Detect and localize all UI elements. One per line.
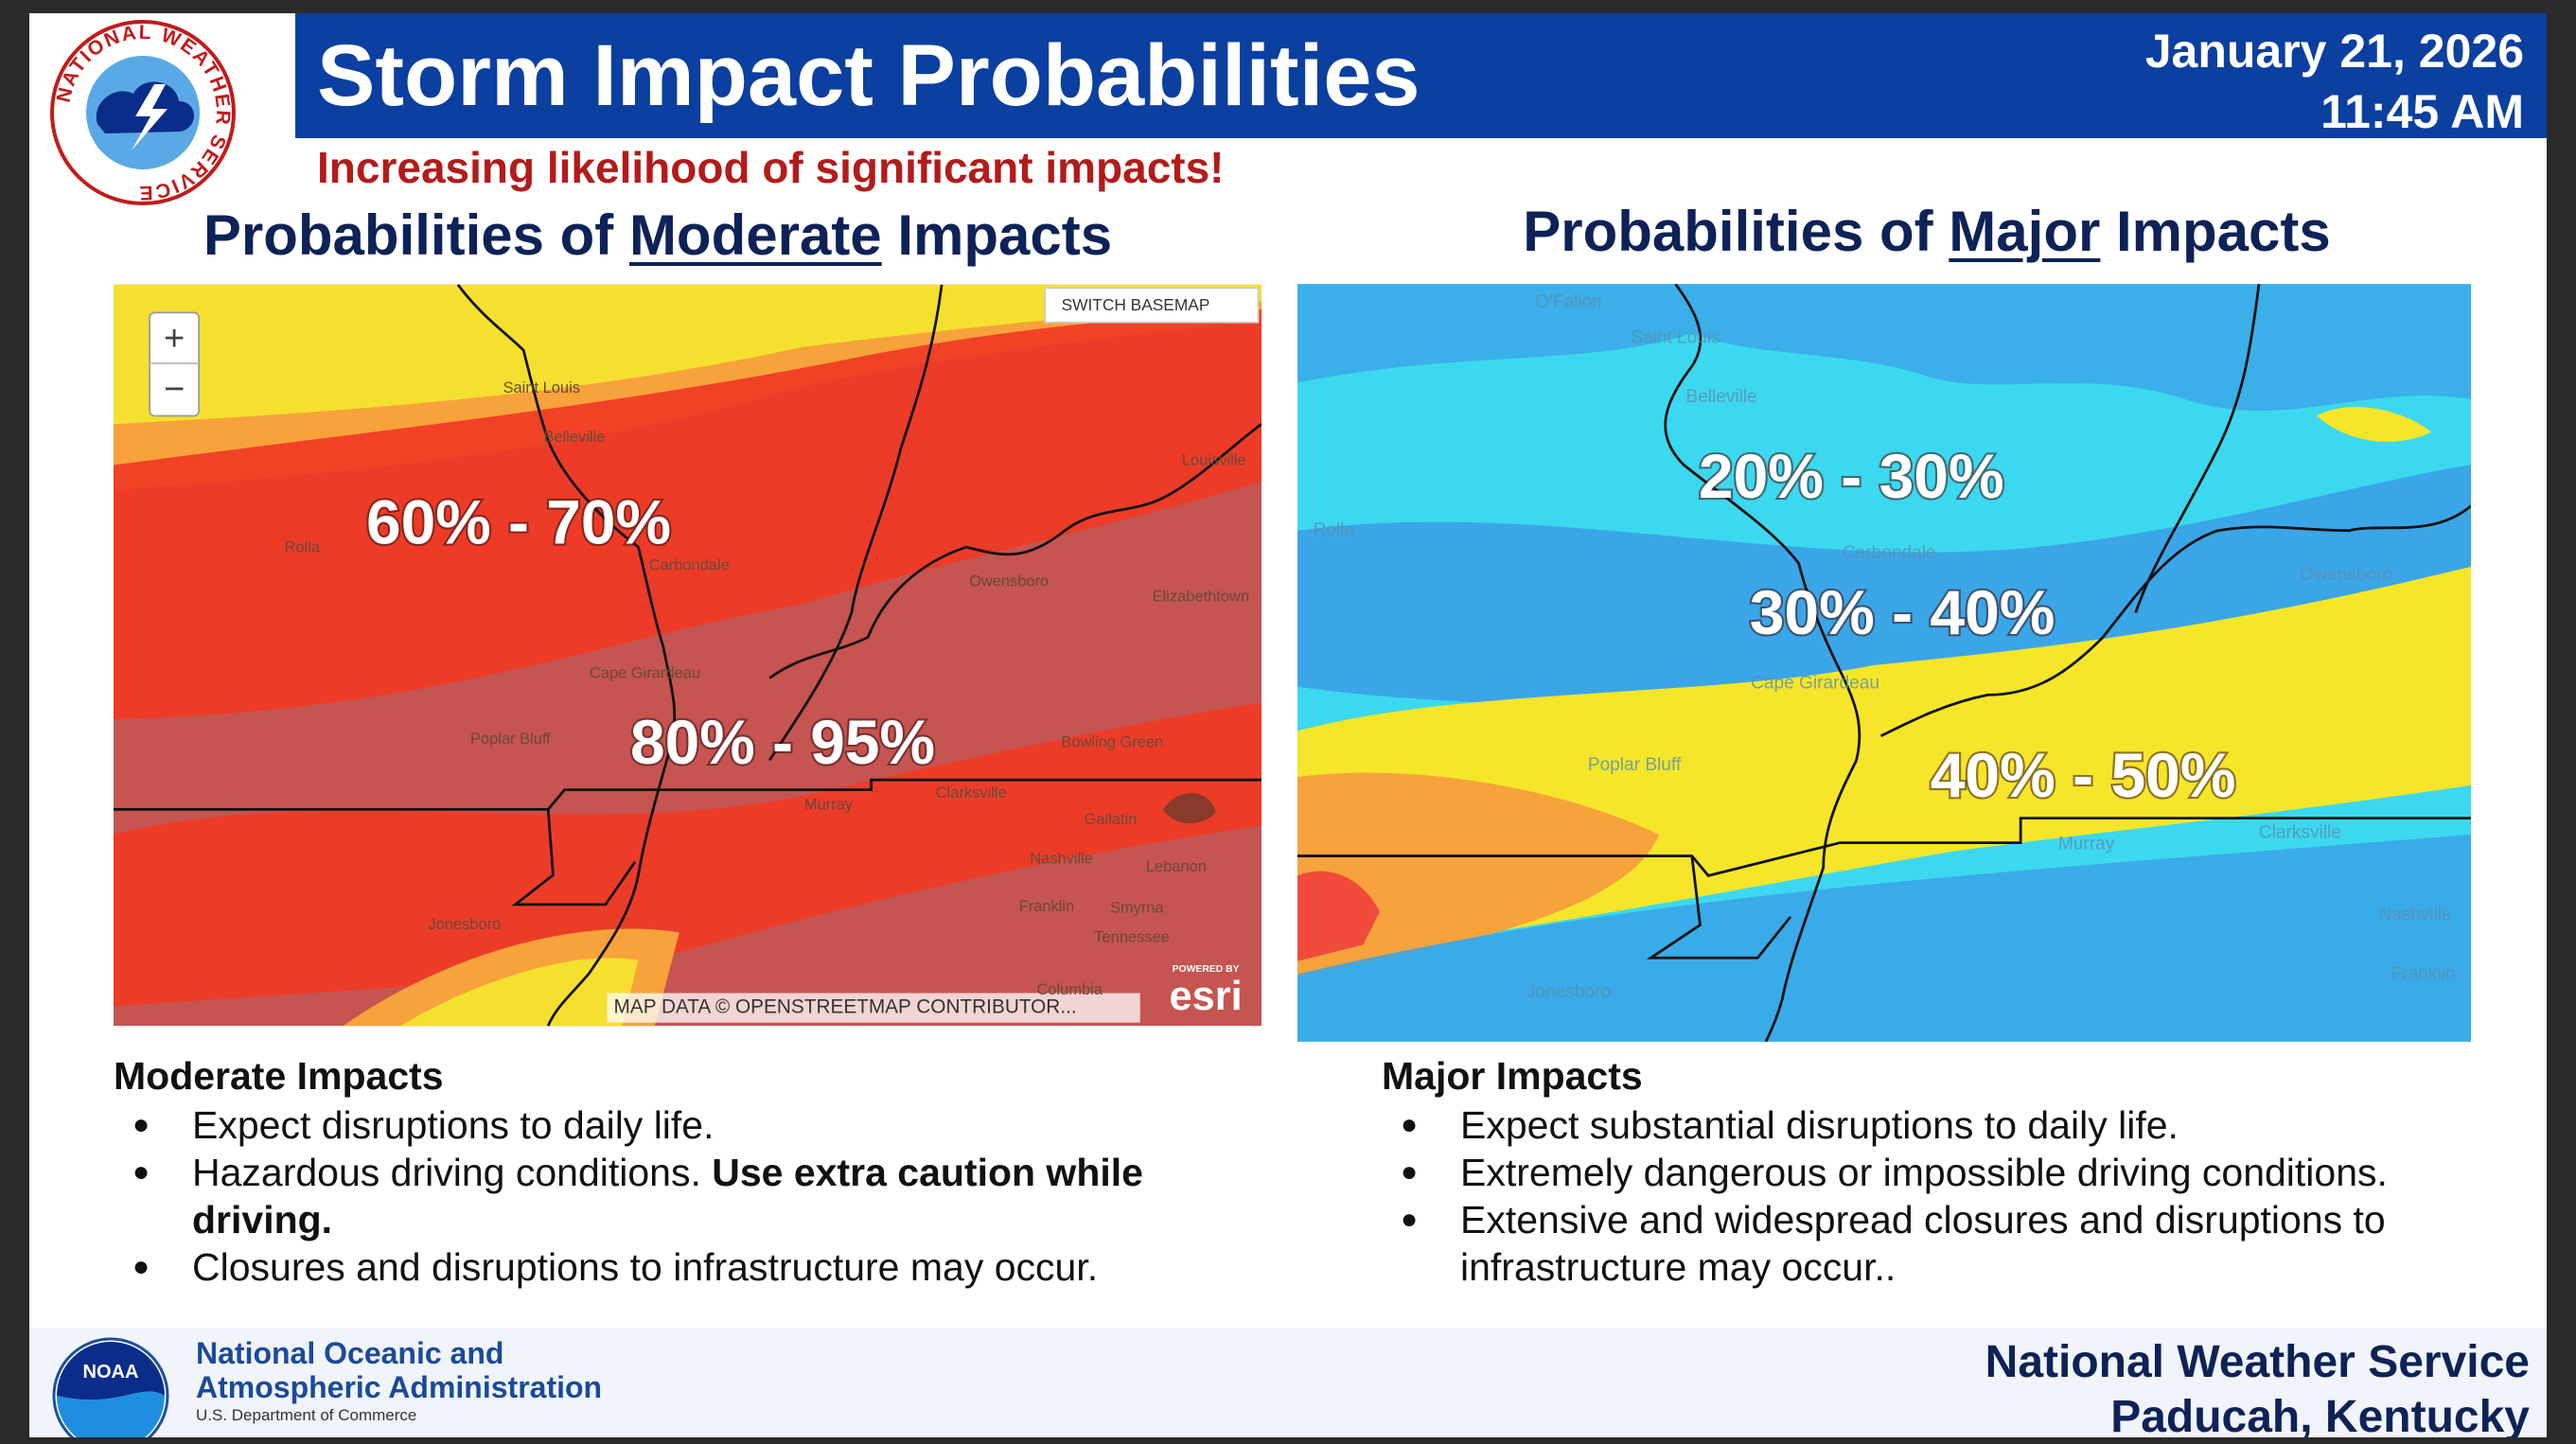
place-name: Saint Louis: [1631, 328, 1720, 348]
place-name: Carbondale: [649, 556, 730, 573]
impact-details: Major Impacts Expect substantial disrupt…: [1382, 1052, 2517, 1291]
noaa-logo-text: NOAA: [83, 1362, 139, 1382]
bullet: Expect disruptions to daily life.: [114, 1101, 1249, 1149]
place-name: Murray: [2058, 835, 2115, 854]
bullet-text: Expect substantial disruptions to daily …: [1460, 1103, 2179, 1147]
place-name: Lebanon: [1146, 858, 1207, 875]
place-name: Carbondale: [1843, 543, 1936, 563]
place-name: Poplar Bluff: [470, 731, 551, 748]
place-name: O'Fallon: [1535, 292, 1602, 312]
place-name: Owensboro: [969, 573, 1049, 590]
heading-emphasis: Major: [1949, 200, 2101, 263]
esri-logo: esri: [1170, 974, 1243, 1019]
place-name: Columbia: [1036, 981, 1103, 998]
place-name: Louisville: [1182, 451, 1246, 468]
basemap-button[interactable]: [1044, 287, 1260, 324]
probability-label: 80% - 95%: [630, 707, 935, 777]
noaa-logo: NOAA: [52, 1337, 169, 1437]
heading-emphasis: Moderate: [628, 203, 882, 267]
bullet: Closures and disruptions to infrastructu…: [114, 1243, 1249, 1291]
date: January 21, 2026: [2144, 25, 2524, 78]
bullet-emphasis: Use extra caution while driving.: [192, 1151, 1143, 1241]
place-name: Clarksville: [936, 784, 1007, 801]
place-name: Jonesboro: [428, 916, 501, 933]
attribution: MAP DATA © OPENSTREETMAP CONTRIBUTOR...: [614, 996, 1077, 1018]
place-name: Bowling Green: [1061, 734, 1163, 751]
office-line: Paducah, Kentucky: [2110, 1392, 2530, 1437]
moderate-map: + − SWITCH BASEMAP MAP DATA © OPENSTREET…: [114, 284, 1262, 1027]
bullet-text: Hazardous driving conditions.: [192, 1151, 713, 1194]
heading-text: Probabilities of: [1523, 200, 1950, 263]
bullet: Extensive and widespread closures and di…: [1382, 1196, 2517, 1291]
place-name: Gallatin: [1085, 811, 1138, 828]
place-name: Poplar Bluff: [1588, 755, 1682, 775]
place-name: Rolla: [285, 538, 321, 555]
office-line: National Weather Service: [1985, 1337, 2530, 1387]
slide: Storm Impact Probabilities January 21, 2…: [29, 13, 2547, 1437]
zoom-control[interactable]: + −: [149, 311, 200, 417]
place-name: Jonesboro: [1526, 982, 1611, 1002]
probability-label: 60% - 70%: [366, 487, 671, 557]
powered-by: POWERED BY: [1173, 964, 1240, 975]
office-name: National Weather Service Paducah, Kentuck…: [1985, 1335, 2530, 1437]
zoom-out[interactable]: −: [164, 369, 185, 410]
place-name: Belleville: [1685, 387, 1756, 407]
department: U.S. Department of Commerce: [196, 1406, 417, 1424]
heading-text: Probabilities of: [203, 203, 629, 267]
basemap-label[interactable]: SWITCH BASEMAP: [1062, 295, 1210, 314]
place-name: Belleville: [543, 429, 605, 446]
probability-label: 20% - 30%: [1699, 441, 2004, 511]
place-name: Cape Girardeau: [1751, 673, 1879, 693]
agency-line: Atmospheric Administration: [196, 1370, 603, 1404]
place-name: Murray: [804, 796, 854, 813]
place-name: Cape Girardeau: [590, 665, 700, 682]
panel-heading: Probabilities of Moderate Impacts: [43, 203, 1273, 268]
details-title: Major Impacts: [1382, 1054, 1643, 1098]
title-bar: [295, 13, 2547, 138]
subtitle: Increasing likelihood of significant imp…: [317, 143, 1225, 192]
title: Storm Impact Probabilities: [317, 27, 1420, 124]
place-name: Clarksville: [2259, 822, 2341, 842]
major-map: O'Fallon Saint Louis Belleville Rolla Ca…: [1297, 284, 2471, 1042]
place-name: Franklin: [2391, 964, 2456, 984]
place-name: Nashville: [2378, 905, 2451, 925]
panel-heading: Probabilities of Major Impacts: [1312, 199, 2542, 264]
heading-text: Impacts: [881, 203, 1113, 267]
bullet: Extremely dangerous or impossible drivin…: [1382, 1149, 2517, 1196]
agency-line: National Oceanic and: [196, 1336, 504, 1370]
place-name: Tennessee: [1094, 929, 1170, 946]
bullet: Expect substantial disruptions to daily …: [1382, 1101, 2517, 1149]
place-name: Owensboro: [2300, 565, 2392, 585]
bullet: Hazardous driving conditions. Use extra …: [114, 1149, 1249, 1243]
probability-label: 30% - 40%: [1750, 577, 2056, 647]
footer: [29, 1328, 2547, 1437]
place-name: Saint Louis: [503, 379, 580, 396]
details-title: Moderate Impacts: [114, 1054, 444, 1098]
place-name: Nashville: [1030, 851, 1093, 868]
bullet-text: Extremely dangerous or impossible drivin…: [1460, 1151, 2388, 1194]
bullet-text: Closures and disruptions to infrastructu…: [192, 1245, 1099, 1289]
place-name: Rolla: [1313, 520, 1354, 540]
place-name: Smyrna: [1110, 900, 1165, 917]
place-name: Franklin: [1019, 898, 1075, 915]
agency-name: National Oceanic and Atmospheric Administ…: [196, 1336, 602, 1404]
place-name: Elizabethtown: [1153, 588, 1249, 605]
zoom-in[interactable]: +: [164, 318, 185, 359]
bullet-text: Expect disruptions to daily life.: [192, 1103, 715, 1147]
probability-label: 40% - 50%: [1931, 740, 2236, 810]
impact-details: Moderate Impacts Expect disruptions to d…: [114, 1052, 1249, 1291]
nws-logo: NATIONAL WEATHER SERVICE: [50, 20, 236, 205]
time: 11:45 AM: [2320, 85, 2524, 138]
timestamp: January 21, 2026 11:45 AM: [2145, 21, 2524, 142]
bullet-text: Extensive and widespread closures and di…: [1460, 1198, 2386, 1289]
heading-text: Impacts: [2100, 200, 2331, 263]
